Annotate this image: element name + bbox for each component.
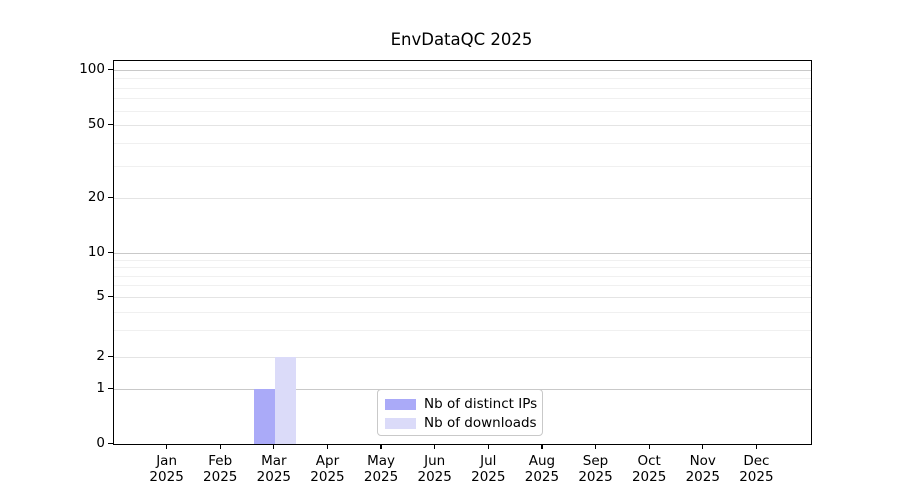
x-tick-label-aug: Aug 2025 [524,453,560,485]
legend-label-distinct-ips: Nb of distinct IPs [424,396,538,412]
legend-item-distinct-ips: Nb of distinct IPs [385,395,542,413]
y-tick-label-100: 100 [79,61,105,77]
x-tick-mark-sep [594,444,597,449]
y-tick-mark-100 [108,69,113,71]
y-tick-mark-1 [108,388,113,390]
x-tick-mark-nov [702,444,704,449]
y-tick-mark-2 [108,356,113,358]
x-tick-mark-jun [434,444,436,449]
y-tick-mark-50 [108,124,113,126]
bar-nb-of-downloads-mar [274,357,296,444]
x-tick-mark-dec [755,444,758,449]
x-tick-label-jan: Jan 2025 [149,453,184,485]
x-tick-mark-apr [326,444,329,449]
x-tick-mark-feb [219,444,221,449]
gridline-minor [114,87,811,89]
y-tick-mark-0 [108,443,113,445]
plot-area [113,60,812,445]
y-tick-label-2: 2 [96,348,105,364]
y-tick-mark-20 [108,197,113,199]
x-tick-label-dec: Dec 2025 [739,453,774,485]
gridline-20 [114,198,811,199]
gridline-minor [114,330,811,332]
y-tick-label-10: 10 [87,244,105,260]
x-tick-mark-may [380,444,382,449]
x-tick-label-jul: Jul 2025 [471,453,506,485]
x-tick-label-nov: Nov 2025 [685,453,720,485]
x-tick-label-apr: Apr 2025 [310,453,345,485]
gridline-10 [114,253,811,254]
y-tick-label-50: 50 [87,116,105,132]
y-tick-label-0: 0 [96,435,105,451]
y-tick-mark-10 [108,252,113,254]
x-tick-mark-jan [165,444,168,449]
y-tick-label-5: 5 [96,288,105,304]
x-tick-label-oct: Oct 2025 [631,453,667,485]
x-tick-label-jun: Jun 2025 [417,453,452,485]
x-tick-mark-jul [487,444,489,449]
x-tick-label-feb: Feb 2025 [203,453,238,485]
gridline-minor [114,311,811,313]
x-tick-label-may: May 2025 [363,453,399,485]
gridline-minor [114,98,811,100]
gridline-minor [114,275,811,277]
gridline-minor [114,78,811,80]
y-tick-label-1: 1 [96,380,105,396]
legend-swatch-distinct-ips [385,398,416,410]
x-tick-label-sep: Sep 2025 [578,453,613,485]
gridline-minor [114,110,811,112]
gridline-minor [114,267,811,269]
x-tick-mark-aug [541,444,543,449]
chart-title: EnvDataQC 2025 [390,30,533,49]
x-tick-mark-oct [648,444,650,449]
y-tick-label-20: 20 [87,189,105,205]
x-tick-label-mar: Mar 2025 [256,453,292,485]
legend-label-downloads: Nb of downloads [424,415,537,431]
gridline-minor [114,165,811,167]
y-tick-mark-5 [108,296,113,298]
legend-swatch-downloads [385,417,416,429]
bar-nb-of-distinct-ips-mar [253,389,275,444]
gridline-minor [114,285,811,287]
gridline-minor [114,142,811,144]
legend-item-downloads: Nb of downloads [385,414,542,432]
x-tick-mark-mar [273,444,275,449]
gridline-minor [114,259,811,261]
gridline-50 [114,125,811,126]
gridline-2 [114,357,811,358]
gridline-100 [114,70,811,71]
legend: Nb of distinct IPs Nb of downloads [377,389,543,436]
gridline-5 [114,297,811,298]
